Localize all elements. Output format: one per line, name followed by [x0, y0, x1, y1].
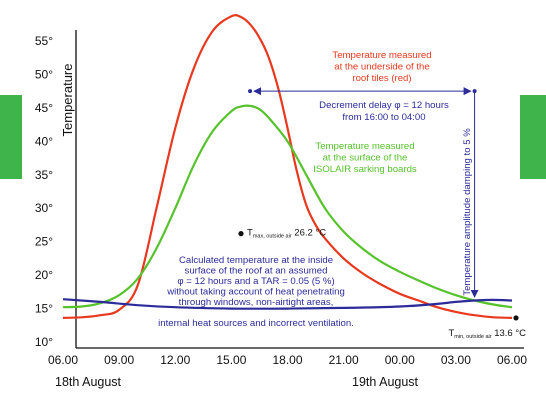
green-series-label: Temperature measured at the surface of th…	[313, 141, 417, 175]
y-tick-labels: 10° 15° 20° 25° 30° 35° 40° 45° 50° 55°	[35, 34, 53, 349]
blue-series-label: Calculated temperature at the inside surf…	[158, 255, 354, 329]
side-tab-right	[520, 95, 546, 179]
y-tick-label: 15°	[35, 302, 53, 316]
y-tick-label: 40°	[35, 134, 53, 148]
series-blue-line	[62, 298, 513, 310]
x-tick-label: 03.00	[441, 353, 471, 367]
series-lines	[62, 13, 513, 319]
outside-air-point-label: Tmax, outside air 26.2 °C	[247, 228, 326, 240]
x-tick-label: 00.00	[385, 353, 415, 367]
x-tick-labels: 06.00 09.00 12.00 15.00 18.00 21.00 00.00 03.00…	[48, 353, 527, 367]
outside-air-point-label: Tmin, outside air 13.6 °C	[448, 328, 526, 340]
y-tick-label: 50°	[35, 67, 53, 81]
y-tick-label: 45°	[35, 101, 53, 115]
y-tick-label: 25°	[35, 235, 53, 249]
x-tick-label: 09.00	[104, 353, 134, 367]
data-points: Tmax, outside air 26.2 °C Tmin, outside a…	[238, 228, 526, 340]
x-tick-label: 06.00	[48, 353, 78, 367]
x-tick-label: 21.00	[329, 353, 359, 367]
amplitude-damping-label: Temperature amplitude damping to 5 %	[462, 128, 473, 296]
red-series-label: Temperature measured at the underside of …	[332, 50, 431, 84]
x-tick-label: 18.00	[272, 353, 302, 367]
delay-start-dot	[248, 89, 253, 94]
series-red-line	[62, 13, 513, 319]
side-tab-left	[0, 95, 22, 179]
y-tick-label: 10°	[35, 335, 53, 349]
y-tick-label: 30°	[35, 201, 53, 215]
x-tick-label: 06.00	[497, 353, 527, 367]
y-axis-label: Temperature	[60, 64, 75, 137]
x-tick-label: 12.00	[160, 353, 190, 367]
x-tick-label: 15.00	[216, 353, 246, 367]
outside-air-point	[513, 315, 519, 321]
y-tick-label: 20°	[35, 268, 53, 282]
series-green-line	[62, 104, 513, 309]
damping-start-dot	[472, 89, 477, 94]
outside-air-point	[238, 231, 244, 237]
y-tick-label: 55°	[35, 34, 53, 48]
annotation-arrows	[248, 87, 479, 298]
decrement-delay-label: Decrement delay φ = 12 hours from 16:00 t…	[319, 100, 449, 123]
y-tick-label: 35°	[35, 168, 53, 182]
date-label-start: 18th August	[55, 375, 122, 389]
date-label-end: 19th August	[352, 375, 419, 389]
